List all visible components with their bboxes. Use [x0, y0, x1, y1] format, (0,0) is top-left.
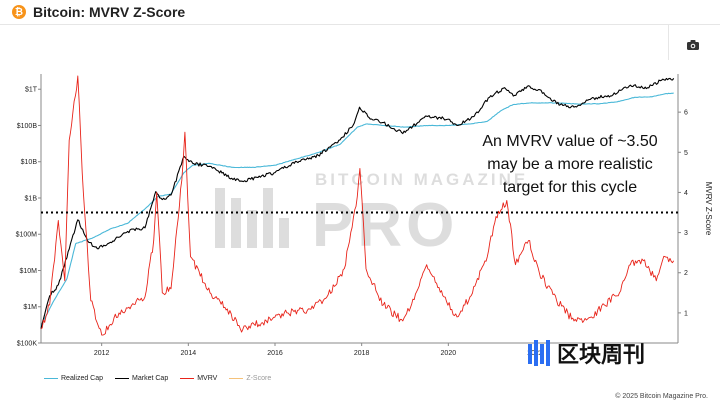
x-tick-label: 2012: [94, 350, 110, 357]
x-tick-label: 2016: [267, 350, 283, 357]
bitcoin-icon: ₿: [12, 5, 26, 19]
watermark-line1: BITCOIN MAGAZINE: [315, 170, 528, 189]
legend: Realized Cap Market Cap MVRV Z-Score: [44, 375, 271, 382]
brand-logo-icon: [528, 340, 550, 366]
y-right-tick-label: 4: [684, 190, 688, 197]
legend-label: Market Cap: [132, 375, 169, 382]
annotation-line-3: target for this cycle: [502, 179, 638, 196]
chart: BITCOIN MAGAZINE PRO $100K $1M $10M $100M $1…: [16, 74, 713, 357]
x-tick-label: 2018: [354, 350, 370, 357]
y-right-tick-label: 5: [684, 150, 688, 157]
y-left-tick-label: $1B: [25, 195, 38, 202]
y-left-tick-label: $10M: [19, 268, 37, 275]
legend-swatch: [44, 378, 58, 379]
y-right-tick-label: 6: [684, 110, 688, 117]
annotation: An MVRV value of ~3.50 may be a more rea…: [470, 130, 670, 199]
legend-item-mvrv[interactable]: MVRV: [180, 375, 217, 382]
annotation-line-1: An MVRV value of ~3.50: [482, 133, 658, 150]
toolbar: [668, 25, 720, 60]
y-left-tick-label: $100M: [16, 232, 38, 239]
brand-overlay: 区块周刊: [527, 337, 645, 369]
x-tick-label: 2014: [181, 350, 197, 357]
legend-item-realized-cap[interactable]: Realized Cap: [44, 375, 103, 382]
legend-item-market-cap[interactable]: Market Cap: [115, 375, 168, 382]
legend-label: Realized Cap: [61, 375, 104, 382]
legend-swatch: [180, 378, 195, 379]
legend-label: MVRV: [197, 375, 218, 382]
page-title: Bitcoin: MVRV Z-Score: [33, 4, 186, 20]
y-right-tick-label: 3: [684, 230, 688, 237]
x-tick-label: 2020: [441, 350, 457, 357]
header: ₿ Bitcoin: MVRV Z-Score: [0, 0, 720, 24]
legend-label: Z-Score: [246, 375, 272, 382]
series-mvrv: [40, 75, 675, 336]
y-left-tick-label: $100K: [17, 341, 38, 348]
y-left-tick-label: $1T: [25, 87, 38, 94]
legend-swatch: [115, 378, 130, 379]
series-realized-cap: [40, 92, 674, 326]
brand-text: 区块周刊: [557, 342, 646, 367]
watermark-logo-icon: [215, 188, 289, 248]
y-right-tick-label: 1: [684, 310, 688, 317]
y-axis-label-right: MVRV Z-Score: [704, 182, 713, 236]
camera-icon[interactable]: [686, 39, 700, 51]
y-left-tick-label: $100B: [17, 123, 38, 130]
y-right-tick-label: 2: [684, 270, 688, 277]
legend-item-z-score[interactable]: Z-Score: [229, 375, 271, 382]
header-divider: [0, 24, 720, 25]
y-left-tick-label: $1M: [23, 304, 37, 311]
annotation-line-2: may be a more realistic: [487, 156, 653, 173]
footer-copyright: © 2025 Bitcoin Magazine Pro.: [615, 393, 708, 400]
watermark: BITCOIN MAGAZINE PRO: [215, 170, 528, 260]
series-market-cap: [40, 77, 675, 329]
y-left-tick-label: $10B: [21, 159, 38, 166]
legend-swatch: [229, 378, 244, 379]
watermark-line2: PRO: [312, 191, 458, 260]
